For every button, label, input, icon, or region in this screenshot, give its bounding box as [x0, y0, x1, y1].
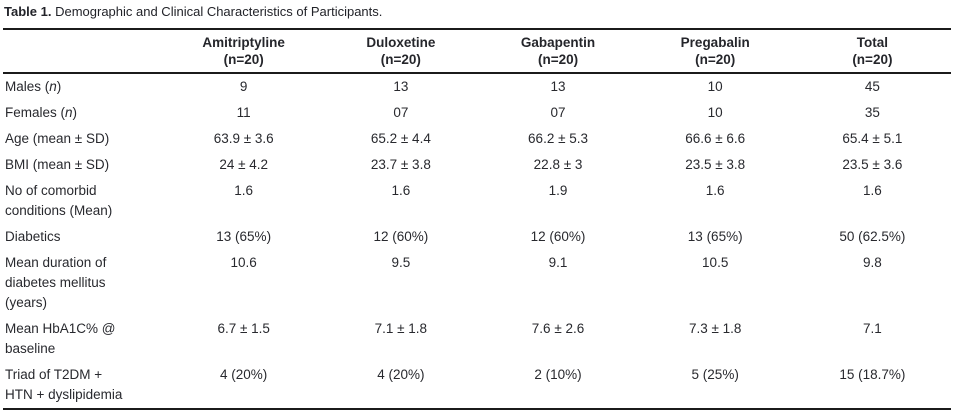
table-cell: 1.9	[548, 183, 568, 198]
table-row-bmi: BMI (mean ± SD) 24 ± 4.2 23.7 ± 3.8 22.8…	[3, 152, 951, 178]
table-cell: 45	[864, 79, 880, 94]
row-label: Age (mean ± SD)	[5, 131, 110, 146]
row-label: Females (n)	[5, 105, 78, 120]
table-cell: 9.5	[391, 255, 411, 270]
table-cell: 7.1 ± 1.8	[374, 321, 428, 336]
table-row-duration: Mean duration of diabetes mellitus (year…	[3, 250, 951, 316]
table-cell: 13	[550, 79, 566, 94]
table-cell: 10	[707, 105, 723, 120]
table-cell: 9	[239, 79, 248, 94]
table-cell: 65.2 ± 4.4	[370, 131, 431, 146]
table-cell: 10.5	[702, 255, 729, 270]
table-cell: 7.6 ± 2.6	[531, 321, 585, 336]
table-cell: 1.6	[234, 183, 254, 198]
table-cell: 7.3 ± 1.8	[688, 321, 742, 336]
table-cell: 4 (20%)	[220, 367, 268, 382]
table-cell: 5 (25%)	[691, 367, 739, 382]
table-cell: 66.6 ± 6.6	[685, 131, 746, 146]
column-header-pregabalin: Pregabalin (n=20)	[636, 29, 794, 74]
column-header-amitriptyline: Amitriptyline (n=20)	[165, 29, 323, 74]
table-caption-label: Table 1.	[4, 4, 52, 19]
table-cell: 23.5 ± 3.6	[842, 157, 903, 172]
table-cell: 11	[236, 105, 251, 120]
table-cell: 12 (60%)	[373, 229, 429, 244]
table-cell: 23.7 ± 3.8	[370, 157, 431, 172]
table-body: Males (n) 9 13 13 10 45 Females (n) 11 0…	[3, 73, 951, 409]
row-label: Triad of T2DM + HTN + dyslipidemia	[5, 367, 123, 402]
column-header-total: Total (n=20)	[793, 29, 951, 74]
table-cell: 12 (60%)	[530, 229, 586, 244]
column-header-duloxetine: Duloxetine (n=20)	[322, 29, 480, 74]
table-cell: 22.8 ± 3	[533, 157, 583, 172]
table-cell: 07	[393, 105, 409, 120]
row-label: Mean HbA1C% @ baseline	[5, 321, 116, 356]
table-cell: 13 (65%)	[687, 229, 743, 244]
table-cell: 13	[393, 79, 409, 94]
table-cell: 07	[550, 105, 566, 120]
table-cell: 1.6	[705, 183, 725, 198]
table-cell: 23.5 ± 3.8	[685, 157, 746, 172]
table-cell: 2 (10%)	[534, 367, 582, 382]
table-row-comorbid: No of comorbid conditions (Mean) 1.6 1.6…	[3, 178, 951, 224]
table-row-males: Males (n) 9 13 13 10 45	[3, 73, 951, 100]
table-cell: 10.6	[230, 255, 257, 270]
header-row: Amitriptyline (n=20) Duloxetine (n=20) G…	[3, 29, 951, 74]
table-row-triad: Triad of T2DM + HTN + dyslipidemia 4 (20…	[3, 362, 951, 409]
corner-cell	[3, 29, 166, 74]
table-cell: 50 (62.5%)	[839, 229, 906, 244]
table-cell: 4 (20%)	[377, 367, 425, 382]
table-caption: Table 1. Demographic and Clinical Charac…	[3, 2, 951, 20]
table-header: Amitriptyline (n=20) Duloxetine (n=20) G…	[3, 29, 951, 74]
table-cell: 9.8	[863, 255, 882, 270]
row-label: BMI (mean ± SD)	[5, 157, 110, 172]
row-label: Males (n)	[5, 79, 62, 94]
table-cell: 15 (18.7%)	[839, 367, 906, 382]
table-cell: 13 (65%)	[216, 229, 272, 244]
row-label: Mean duration of diabetes mellitus (year…	[5, 255, 107, 310]
table-caption-text: Demographic and Clinical Characteristics…	[55, 4, 383, 19]
demographics-table: Amitriptyline (n=20) Duloxetine (n=20) G…	[3, 28, 951, 410]
table-row-females: Females (n) 11 07 07 10 35	[3, 100, 951, 126]
table-cell: 63.9 ± 3.6	[213, 131, 274, 146]
table-cell: 9.1	[548, 255, 568, 270]
column-header-gabapentin: Gabapentin (n=20)	[479, 29, 637, 74]
table-cell: 1.6	[391, 183, 411, 198]
table-cell: 7.1	[863, 321, 882, 336]
row-label: Diabetics	[5, 229, 61, 244]
table-cell: 24 ± 4.2	[219, 157, 269, 172]
table-cell: 6.7 ± 1.5	[217, 321, 270, 336]
table-row-hba1c: Mean HbA1C% @ baseline 6.7 ± 1.5 7.1 ± 1…	[3, 316, 951, 362]
document-page: Table 1. Demographic and Clinical Charac…	[3, 2, 951, 410]
table-row-diabetics: Diabetics 13 (65%) 12 (60%) 12 (60%) 13 …	[3, 224, 951, 250]
table-cell: 35	[864, 105, 880, 120]
row-label: No of comorbid conditions (Mean)	[5, 183, 113, 218]
table-cell: 1.6	[863, 183, 882, 198]
table-cell: 66.2 ± 5.3	[528, 131, 588, 146]
table-cell: 10	[707, 79, 723, 94]
table-cell: 65.4 ± 5.1	[842, 131, 903, 146]
table-row-age: Age (mean ± SD) 63.9 ± 3.6 65.2 ± 4.4 66…	[3, 126, 951, 152]
